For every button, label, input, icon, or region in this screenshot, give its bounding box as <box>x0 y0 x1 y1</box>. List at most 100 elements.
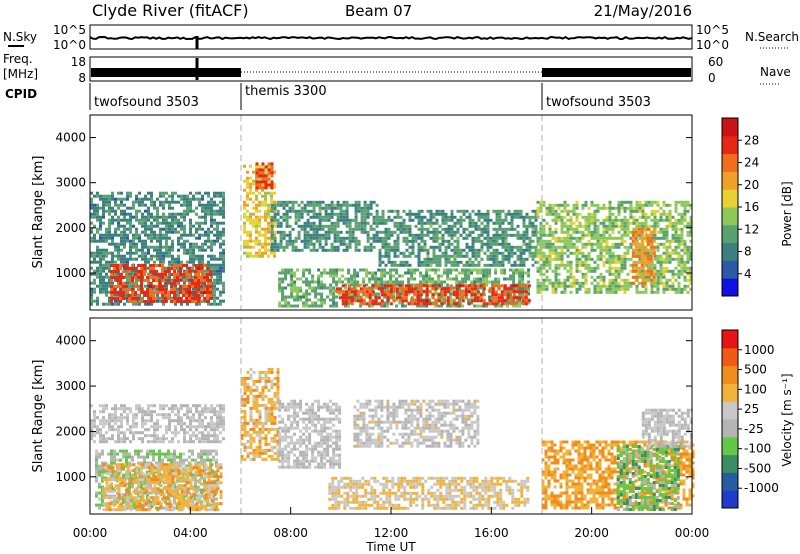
heatmap-cell-region-0 <box>150 245 153 249</box>
heatmap-cell-region-0 <box>138 200 141 204</box>
heatmap-cell-region-1 <box>155 291 159 294</box>
heatmap-cell-region-0 <box>96 428 99 432</box>
heatmap-cell-region-8 <box>554 287 558 291</box>
heatmap-cell-region-4 <box>300 224 304 228</box>
heatmap-cell-region-1 <box>170 273 174 276</box>
heatmap-cell-region-7 <box>429 218 433 222</box>
heatmap-cell-region-7 <box>438 230 442 234</box>
heatmap-cell-region-0 <box>93 425 96 429</box>
heatmap-cell-region-4 <box>288 224 292 228</box>
heatmap-cell-region-3 <box>261 174 265 178</box>
heatmap-cell-region-0 <box>204 221 207 225</box>
heatmap-cell-region-2 <box>273 221 276 225</box>
heatmap-cell-region-0 <box>222 257 225 261</box>
heatmap-cell-region-0 <box>201 197 204 201</box>
heatmap-cell-region-8 <box>686 290 690 294</box>
heatmap-cell-region-2 <box>249 218 252 222</box>
heatmap-cell-region-2 <box>258 191 261 195</box>
heatmap-cell-region-7 <box>480 257 484 261</box>
heatmap-cell-region-8 <box>656 275 660 279</box>
heatmap-cell-region-7 <box>441 215 445 219</box>
heatmap-cell-region-0 <box>189 242 192 246</box>
heatmap-cell-region-5 <box>329 292 333 296</box>
heatmap-cell-region-5 <box>302 268 306 272</box>
heatmap-cell-region-8 <box>575 257 579 261</box>
heatmap-cell-region-5 <box>527 301 531 305</box>
heatmap-cell-region-8 <box>680 254 684 258</box>
heatmap-cell-region-0 <box>120 230 123 234</box>
heatmap-cell-region-0 <box>198 290 201 294</box>
heatmap-cell-region-8 <box>653 263 657 267</box>
heatmap-cell-region-8 <box>611 242 615 246</box>
heatmap-cell-region-0 <box>99 422 102 426</box>
heatmap-cell-region-8 <box>563 224 567 228</box>
heatmap-cell-region-8 <box>620 260 624 264</box>
heatmap-cell-region-8 <box>671 224 675 228</box>
heatmap-cell-region-4 <box>372 227 376 231</box>
heatmap-cell-region-6 <box>413 299 417 303</box>
heatmap-cell-region-0 <box>102 212 105 216</box>
heatmap-cell-region-0 <box>213 302 216 306</box>
heatmap-cell-region-0 <box>177 194 180 198</box>
heatmap-cell-region-8 <box>620 263 624 267</box>
heatmap-cell-region-0 <box>114 197 117 201</box>
heatmap-cell-region-5 <box>395 304 399 308</box>
heatmap-cell-region-8 <box>575 206 579 210</box>
heatmap-cell-region-0 <box>99 215 102 219</box>
heatmap-cell-region-0 <box>126 260 129 264</box>
heatmap-cell-region-0 <box>198 257 201 261</box>
heatmap-cell-region-8 <box>536 239 540 243</box>
heatmap-cell-region-0 <box>207 236 210 240</box>
heatmap-cell-region-8 <box>602 275 606 279</box>
heatmap-cell-region-7 <box>531 263 535 267</box>
heatmap-cell-region-8 <box>536 242 540 246</box>
heatmap-cell-region-0 <box>210 197 213 201</box>
heatmap-cell-region-0 <box>108 422 111 426</box>
heatmap-cell-region-7 <box>384 251 388 255</box>
heatmap-cell-region-1 <box>173 270 177 273</box>
heatmap-cell-region-0 <box>114 203 117 207</box>
heatmap-cell-region-4 <box>279 203 283 207</box>
heatmap-cell-region-5 <box>506 298 510 302</box>
heatmap-cell-region-7 <box>420 209 424 213</box>
heatmap-cell-region-4 <box>324 236 328 240</box>
heatmap-cell-region-8 <box>614 290 618 294</box>
heatmap-cell-region-9 <box>631 239 635 243</box>
heatmap-cell-region-0 <box>183 233 186 237</box>
heatmap-cell-region-6 <box>353 290 357 294</box>
heatmap-cell-region-8 <box>644 233 648 237</box>
heatmap-cell-region-4 <box>288 215 292 219</box>
heatmap-cell-region-8 <box>644 203 648 207</box>
heatmap-cell-region-4 <box>372 221 376 225</box>
heatmap-cell-region-8 <box>563 251 567 255</box>
heatmap-cell-region-8 <box>578 224 582 228</box>
heatmap-cell-region-8 <box>536 254 540 258</box>
heatmap-cell-region-8 <box>545 263 549 267</box>
heatmap-cell-region-7 <box>405 224 409 228</box>
heatmap-cell-region-4 <box>360 218 364 222</box>
heatmap-cell-region-6 <box>344 293 348 297</box>
heatmap-cell-region-5 <box>296 304 300 308</box>
heatmap-cell-region-8 <box>545 221 549 225</box>
heatmap-cell-region-7 <box>414 236 418 240</box>
heatmap-cell-region-3 <box>270 171 274 175</box>
heatmap-cell-region-4 <box>363 230 367 234</box>
heatmap-cell-region-1 <box>188 285 192 288</box>
heatmap-cell-region-8 <box>638 245 642 249</box>
heatmap-cell-region-6 <box>446 296 450 300</box>
heatmap-cell-region-8 <box>539 269 543 273</box>
heatmap-cell-region-0 <box>141 224 144 228</box>
heatmap-cell-region-9 <box>637 281 641 285</box>
heatmap-cell-region-8 <box>608 200 612 204</box>
heatmap-cell-region-8 <box>599 239 603 243</box>
heatmap-cell-region-6 <box>452 290 456 294</box>
heatmap-cell-region-8 <box>638 200 642 204</box>
heatmap-cell-region-8 <box>545 287 549 291</box>
heatmap-cell-region-5 <box>479 280 483 284</box>
heatmap-cell-region-9 <box>637 248 641 252</box>
heatmap-cell-region-7 <box>534 209 538 213</box>
heatmap-cell-region-7 <box>522 236 526 240</box>
heatmap-cell-region-1 <box>128 267 132 270</box>
heatmap-cell-region-1 <box>149 288 153 291</box>
heatmap-cell-region-7 <box>507 248 511 252</box>
